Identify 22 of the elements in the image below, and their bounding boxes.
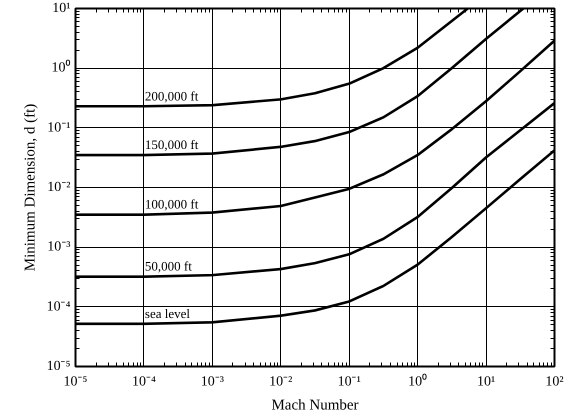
x-tick-label: 10⁻² <box>269 374 292 390</box>
y-tick-label: 10⁻² <box>47 180 71 195</box>
y-axis-title: Minimum Dimension, d (ft) <box>22 104 39 272</box>
y-tick-label: 10⁻⁵ <box>46 359 71 374</box>
annotation: 200,000 ft <box>144 88 199 104</box>
x-tick-label: 10⁻⁴ <box>132 374 156 390</box>
x-tick-label: 10¹ <box>476 374 496 390</box>
annotation: 50,000 ft <box>144 258 192 274</box>
y-tick-label: 10¹ <box>52 1 71 16</box>
y-tick-label: 10⁻¹ <box>47 120 71 136</box>
x-tick-label: 10⁰ <box>408 374 428 390</box>
x-tick-label: 10² <box>545 374 564 390</box>
y-tick-label: 10⁰ <box>52 60 70 76</box>
y-tick-label: 10⁻⁴ <box>46 299 71 314</box>
x-axis-title: Mach Number <box>271 398 359 414</box>
annotation: 150,000 ft <box>144 137 199 152</box>
annotation: 100,000 ft <box>144 196 199 212</box>
x-tick-label: 10⁻⁵ <box>64 374 88 390</box>
y-tick-label: 10⁻³ <box>47 240 71 255</box>
x-tick-label: 10⁻³ <box>200 374 224 390</box>
annotation: sea level <box>144 306 190 321</box>
x-tick-label: 10⁻¹ <box>338 374 361 390</box>
